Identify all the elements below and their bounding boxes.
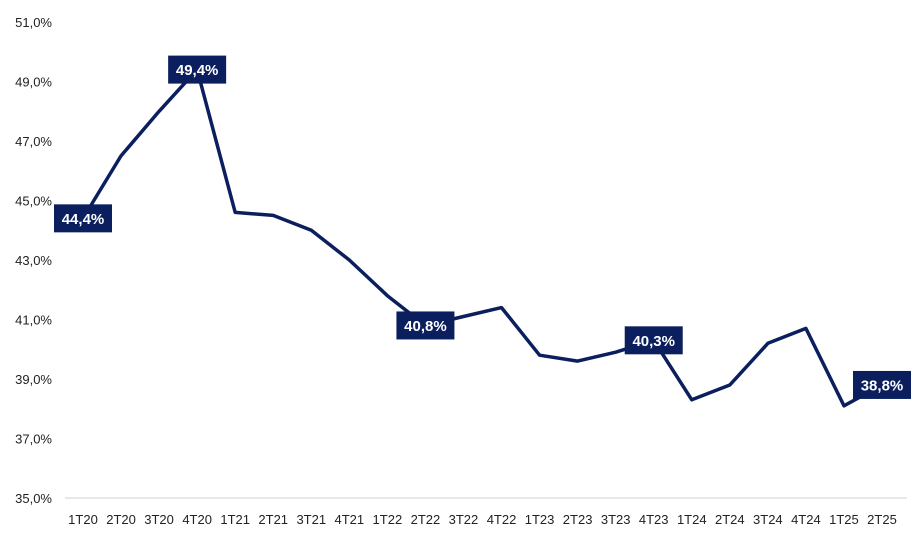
x-tick-label: 3T22 — [449, 512, 479, 527]
data-label: 44,4% — [54, 204, 112, 233]
x-tick-label: 3T21 — [296, 512, 326, 527]
y-tick-label: 51,0% — [15, 15, 52, 30]
y-tick-label: 43,0% — [15, 253, 52, 268]
data-label: 38,8% — [853, 370, 911, 399]
x-tick-label: 1T22 — [373, 512, 403, 527]
x-tick-label: 4T21 — [335, 512, 365, 527]
x-tick-label: 4T20 — [182, 512, 212, 527]
x-tick-label: 2T25 — [867, 512, 897, 527]
x-tick-label: 1T24 — [677, 512, 707, 527]
x-tick-label: 1T21 — [220, 512, 250, 527]
x-tick-label: 2T20 — [106, 512, 136, 527]
y-tick-label: 49,0% — [15, 75, 52, 90]
data-label-box — [168, 55, 227, 84]
x-tick-label: 4T23 — [639, 512, 669, 527]
series-layer — [81, 67, 884, 408]
x-tick-label: 2T22 — [411, 512, 441, 527]
data-label-text: 38,8% — [861, 377, 904, 394]
x-axis-tick-labels: 1T20 2T20 3T20 4T20 1T21 2T21 3T21 4T21 1T22 2T22… — [68, 512, 897, 527]
x-tick-label: 2T21 — [258, 512, 288, 527]
x-tick-label: 3T23 — [601, 512, 631, 527]
x-tick-label: 1T20 — [68, 512, 98, 527]
y-tick-label: 41,0% — [15, 313, 52, 328]
data-label-box — [396, 311, 455, 340]
data-labels-layer: 44,4% 49,4% 40,8% 40,3% 38,8% — [54, 55, 911, 399]
y-tick-label: 47,0% — [15, 134, 52, 149]
data-label-box — [54, 204, 112, 233]
x-tick-label: 3T20 — [144, 512, 174, 527]
series-line — [81, 67, 884, 408]
x-tick-label: 1T25 — [829, 512, 859, 527]
data-label-box — [624, 326, 683, 355]
data-label-text: 40,8% — [404, 318, 447, 335]
data-label-text: 49,4% — [176, 62, 219, 79]
x-tick-label: 2T24 — [715, 512, 745, 527]
data-label: 40,3% — [624, 326, 683, 355]
x-tick-label: 3T24 — [753, 512, 783, 527]
x-tick-label: 1T23 — [525, 512, 555, 527]
y-axis-tick-labels: 35,0% 37,0% 39,0% 41,0% 43,0% 45,0% 47,0% 49,0%… — [15, 15, 52, 506]
y-tick-label: 35,0% — [15, 491, 52, 506]
y-tick-label: 37,0% — [15, 432, 52, 447]
x-tick-label: 2T23 — [563, 512, 593, 527]
x-tick-label: 4T22 — [487, 512, 517, 527]
y-tick-label: 45,0% — [15, 194, 52, 209]
data-label-text: 44,4% — [62, 211, 105, 228]
x-tick-label: 4T24 — [791, 512, 821, 527]
data-label: 40,8% — [396, 311, 455, 340]
y-tick-label: 39,0% — [15, 372, 52, 387]
data-label-box — [853, 370, 911, 399]
data-label: 49,4% — [168, 55, 227, 84]
data-label-text: 40,3% — [632, 333, 675, 350]
